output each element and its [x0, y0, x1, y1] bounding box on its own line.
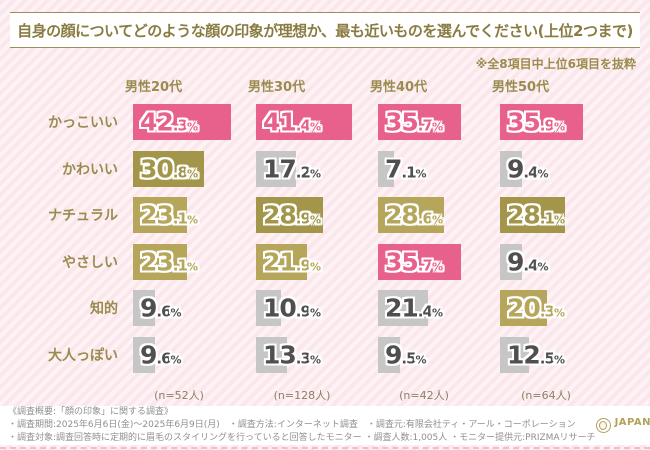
bar: 13.3%: [256, 336, 321, 373]
bar-value: 21.9%: [263, 247, 321, 276]
bar-value: 35.9%: [507, 107, 565, 137]
bar-value: 28.1%: [507, 200, 565, 230]
chart-row: 大人っぽい 9.6% 13.3% 9.5% 12.5%: [0, 336, 650, 373]
title-band: 自身の顔についてどのような顔の印象が理想か、最も近いものを選んでください(上位2…: [10, 12, 640, 48]
chart-row: ナチュラル 23.1% 28.9% 28.6% 28.1%: [0, 197, 650, 233]
bar-value: 35.7%: [385, 107, 443, 137]
bar-value: 30.8%: [140, 154, 198, 183]
chart-row: かわいい 30.8% 17.2% 7.1% 9.4%: [0, 150, 650, 187]
bar-value: 13.3%: [263, 340, 321, 369]
bar-value: 9.5%: [385, 340, 427, 369]
column-header-4: 男性50代: [492, 80, 550, 95]
survey-target-count-provider: ・調査対象:調査回答時に定期的に眉毛のスタイリングを行っていると回答したモニター…: [8, 433, 596, 444]
chart-row: やさしい 23.1% 21.9% 35.7% 9.4%: [0, 243, 650, 280]
bar: 9.4%: [500, 243, 549, 280]
bar-value: 9.4%: [507, 154, 549, 183]
bar: 12.5%: [500, 336, 565, 373]
sample-size-label: (n=128人): [273, 389, 331, 402]
row-label: 大人っぽい: [48, 347, 118, 364]
bar-value: 28.6%: [385, 200, 443, 230]
bar: 21.4%: [378, 290, 443, 326]
bar-value: 23.1%: [140, 200, 198, 230]
crest-icon: [595, 418, 611, 433]
bar-value: 20.3%: [507, 293, 565, 323]
excerpt-note: ※全8項目中上位6項目を抜粋: [475, 57, 636, 71]
row-label: かわいい: [62, 161, 118, 178]
bar-value: 9.4%: [507, 247, 549, 276]
bar-value: 21.4%: [385, 293, 443, 323]
chart-row: かっこいい 42.3% 41.4% 35.7% 35.9%: [0, 104, 650, 140]
sample-size-label: (n=64人): [521, 389, 571, 402]
column-header-2: 男性30代: [248, 80, 306, 95]
bottom-dashed-divider: [0, 447, 650, 449]
row-label: ナチュラル: [48, 208, 118, 224]
column-header-3: 男性40代: [370, 80, 428, 95]
bar: 35.7%: [378, 104, 461, 140]
bar: 10.9%: [256, 290, 321, 326]
bar: 21.9%: [256, 243, 321, 280]
chart-row: 知的 9.6% 10.9% 21.4% 20.3%: [0, 290, 650, 326]
logo-name: JAPAN BROWTIST SCHOOL: [614, 417, 650, 428]
bar: 35.9%: [500, 104, 584, 140]
bar-value: 35.7%: [385, 247, 443, 276]
bar-value: 41.4%: [263, 107, 321, 137]
row-label: やさしい: [62, 254, 118, 271]
bar: 23.1%: [133, 197, 198, 233]
bar-value: 17.2%: [263, 154, 321, 183]
row-label: 知的: [90, 301, 118, 317]
bar: 42.3%: [133, 104, 232, 140]
column-header-1: 男性20代: [125, 80, 183, 95]
bar-value: 28.9%: [263, 200, 321, 230]
bar: 9.6%: [133, 290, 182, 326]
bar-value: 42.3%: [140, 107, 198, 137]
bar-chart: 男性20代 男性30代 男性40代 男性50代かっこいい 42.3% 41.4% 35.7%…: [0, 76, 650, 406]
page-title: 自身の顔についてどのような顔の印象が理想か、最も近いものを選んでください(上位2…: [17, 21, 633, 40]
bar: 35.7%: [378, 243, 461, 280]
bar-value: 10.9%: [263, 293, 321, 323]
bar: 9.6%: [133, 336, 182, 373]
bar: 9.5%: [378, 336, 427, 373]
survey-overview: 《調査概要:「顔の印象」に関する調査》 ・調査期間:2025年6月6日(金)〜2…: [8, 406, 596, 445]
bar: 7.1%: [378, 150, 427, 187]
logo-text-block: JAPAN BROWTIST SCHOOL SINCE 2005: [615, 417, 650, 434]
bar: 28.1%: [500, 197, 566, 233]
survey-period-method-source: ・調査期間:2025年6月6日(金)〜2025年6月9日(月) ・調査方法:イン…: [8, 419, 576, 430]
sample-size-label: (n=42人): [399, 389, 449, 402]
bar-value: 9.6%: [140, 293, 182, 323]
bar: 23.1%: [133, 243, 198, 280]
bar: 30.8%: [133, 150, 205, 187]
logo: JAPAN BROWTIST SCHOOL SINCE 2005: [595, 417, 650, 434]
bar: 28.6%: [378, 197, 445, 233]
bar: 17.2%: [256, 150, 321, 187]
bar-value: 12.5%: [507, 340, 565, 369]
footer: 《調査概要:「顔の印象」に関する調査》 ・調査期間:2025年6月6日(金)〜2…: [0, 406, 650, 445]
bar-value: 23.1%: [140, 247, 198, 276]
row-label: かっこいい: [48, 115, 118, 131]
bar: 20.3%: [500, 290, 565, 326]
bar-value: 7.1%: [385, 154, 427, 183]
bar: 41.4%: [256, 104, 353, 140]
sample-size-label: (n=52人): [154, 389, 204, 402]
bar: 28.9%: [256, 197, 324, 233]
survey-overview-title: 《調査概要:「顔の印象」に関する調査》: [8, 406, 174, 417]
bar: 9.4%: [500, 150, 549, 187]
bar-value: 9.6%: [140, 340, 182, 369]
